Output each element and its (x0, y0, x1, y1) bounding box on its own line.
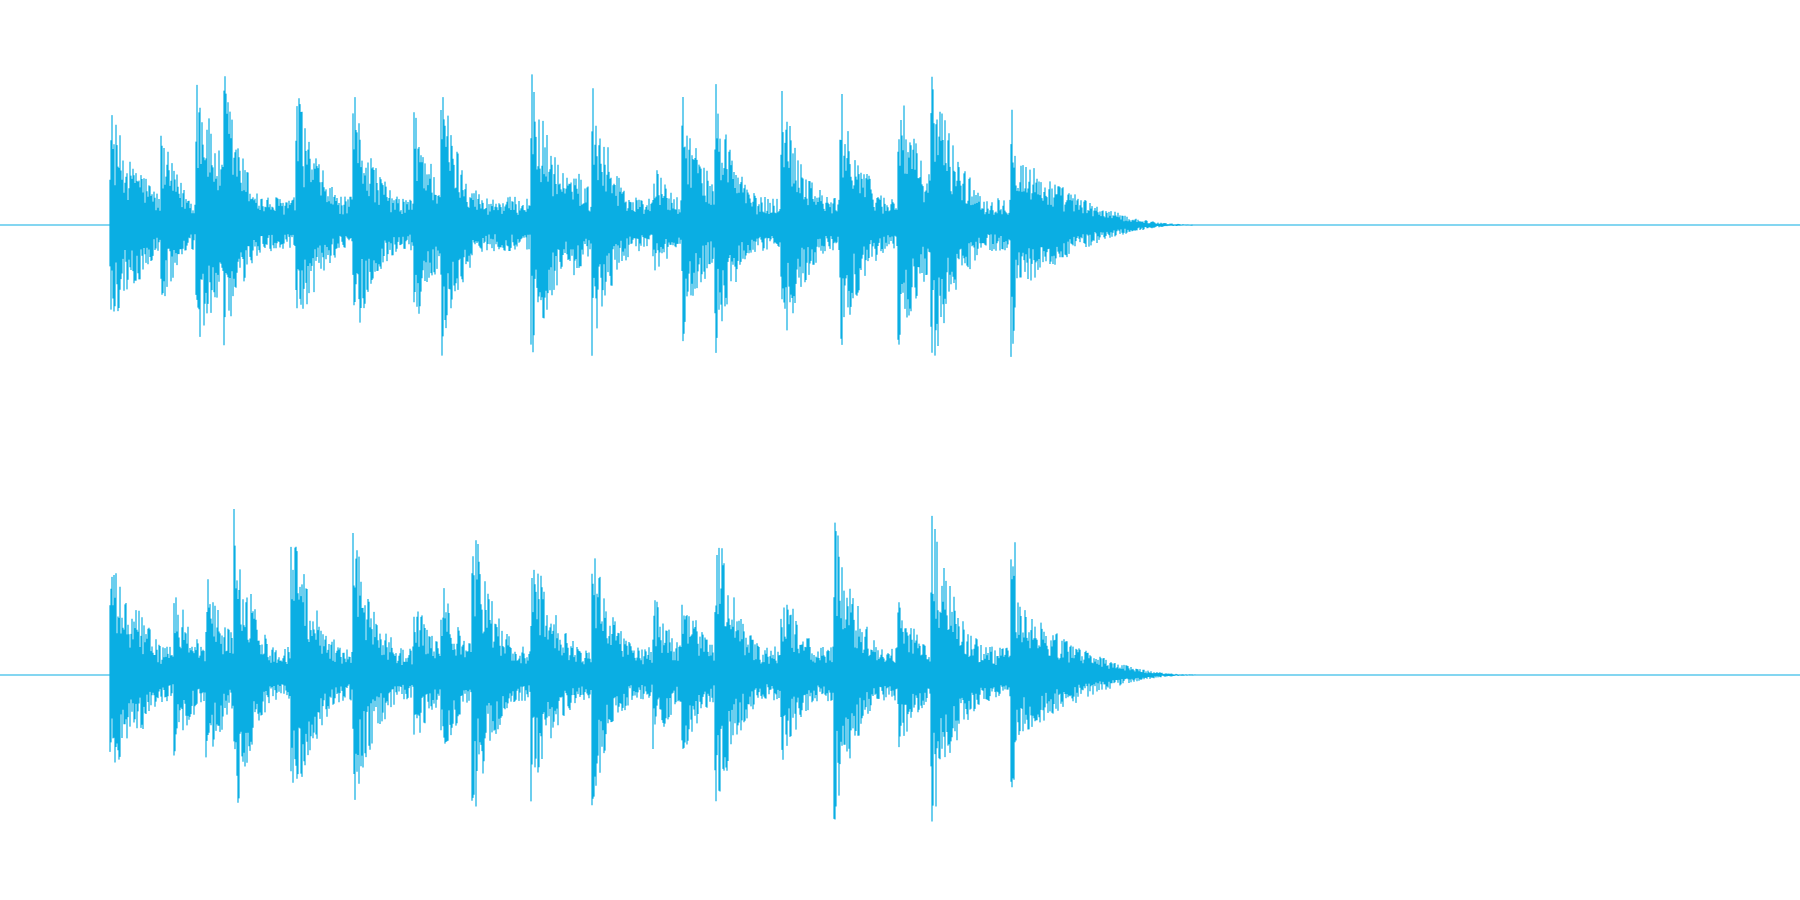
channel-right (0, 509, 1800, 822)
channel-left (0, 74, 1800, 357)
channel-right-waveform (109, 509, 1196, 822)
channel-left-waveform (109, 74, 1196, 357)
